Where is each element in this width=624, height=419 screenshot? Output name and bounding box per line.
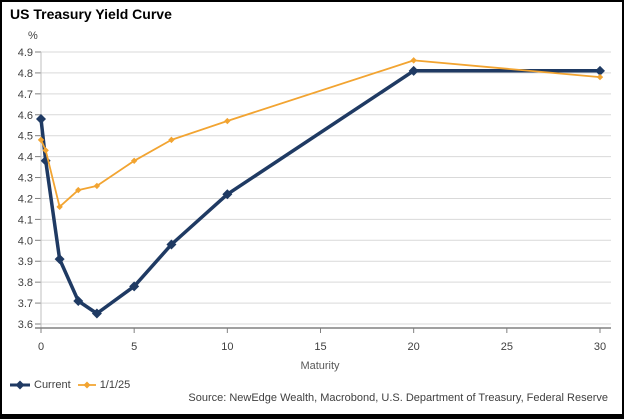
data-point-marker: [91, 308, 102, 319]
x-tick-label: 10: [221, 341, 233, 353]
y-tick-label: 4.7: [18, 89, 33, 101]
current-series-marker-icon: [10, 380, 30, 390]
y-tick-label: 4.5: [18, 131, 33, 143]
data-point-marker: [595, 65, 605, 76]
y-tick-label: 4.3: [18, 173, 33, 185]
data-point-marker: [410, 57, 417, 64]
data-point-marker: [129, 281, 140, 292]
prior-series-marker-icon: [77, 381, 96, 389]
x-tick-label: 30: [594, 341, 606, 353]
x-tick-label: 5: [131, 341, 137, 353]
y-tick-label: 3.6: [18, 319, 33, 331]
x-tick-label: 20: [408, 341, 420, 353]
source-note: Source: NewEdge Wealth, Macrobond, U.S. …: [188, 392, 608, 404]
y-tick-label: 3.8: [18, 277, 33, 289]
x-tick-label: 25: [501, 341, 513, 353]
y-axis-unit-label: %: [28, 30, 38, 42]
legend-item-current: Current: [9, 379, 71, 391]
series-line-1-1-25: [40, 59, 601, 208]
data-point-marker: [168, 136, 175, 144]
x-axis-title: Maturity: [300, 360, 340, 372]
data-point-marker: [54, 254, 65, 265]
data-point-marker: [224, 117, 231, 125]
data-point-marker: [596, 73, 604, 81]
x-tick-label: 0: [38, 341, 44, 353]
chart-title: US Treasury Yield Curve: [10, 6, 172, 22]
data-point-marker: [222, 189, 233, 200]
y-tick-label: 3.7: [18, 298, 33, 310]
y-tick-label: 4.1: [18, 214, 33, 226]
y-tick-label: 4.2: [18, 193, 33, 205]
series-line-current: [39, 69, 602, 316]
legend-label-current: Current: [34, 379, 71, 391]
data-point-marker: [130, 157, 138, 164]
data-point-marker: [93, 182, 101, 190]
y-tick-label: 4.9: [18, 47, 33, 59]
data-point-marker: [56, 203, 63, 211]
data-point-marker: [408, 65, 419, 76]
y-tick-label: 4.8: [18, 68, 33, 80]
data-point-marker: [36, 113, 46, 124]
y-tick-label: 4.4: [18, 152, 33, 164]
x-tick-label: 15: [314, 341, 326, 353]
data-point-marker: [73, 295, 84, 306]
data-point-marker: [42, 147, 49, 154]
legend: Current 1/1/25: [9, 379, 130, 391]
y-tick-label: 4.6: [18, 110, 33, 122]
data-point-marker: [37, 136, 45, 144]
y-tick-label: 4.0: [18, 235, 33, 247]
data-point-marker: [75, 186, 82, 194]
legend-label-prior: 1/1/25: [99, 379, 131, 391]
legend-item-prior: 1/1/25: [77, 379, 131, 391]
y-tick-label: 3.9: [18, 256, 33, 268]
data-point-marker: [166, 239, 177, 250]
